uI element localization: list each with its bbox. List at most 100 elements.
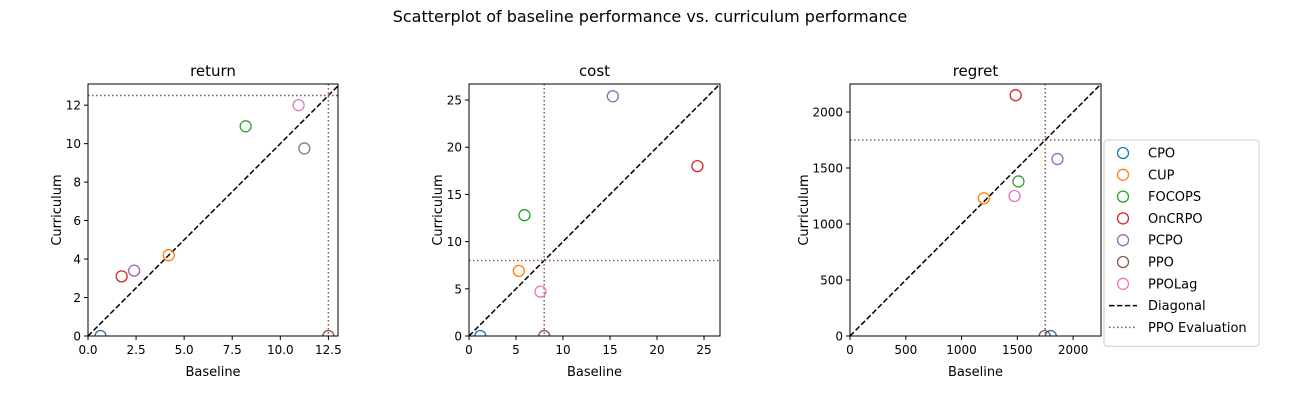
point-ppolag (1008, 189, 1021, 203)
panel-title: return (190, 62, 236, 80)
x-tick-label: 20 (649, 343, 664, 357)
legend-marker (1116, 255, 1130, 269)
legend-label: CUP (1148, 168, 1175, 183)
y-tick-label: 2000 (812, 106, 843, 120)
axes-frame (87, 83, 339, 337)
legend-entry-ppolag: PPOLag (1116, 277, 1197, 292)
legend: CPO CUP FOCOPS OnCRPO PCPO PPO PPOLag Diagonal P… (1103, 139, 1260, 347)
point-cpo (1044, 329, 1057, 336)
legend-label: CPO (1148, 147, 1175, 162)
x-axis-label: Baseline (567, 365, 622, 380)
x-tick-label: 0 (846, 343, 854, 357)
x-tick-label: 0 (465, 343, 473, 357)
x-tick-label: 12.5 (315, 343, 342, 357)
y-tick-label: 6 (73, 214, 81, 228)
axes-frame (849, 83, 1102, 337)
point-unnamed (298, 142, 311, 155)
figure-title: Scatterplot of baseline performance vs. … (393, 7, 908, 26)
legend-marker (1116, 146, 1130, 160)
x-tick-label: 5.0 (175, 343, 194, 357)
point-oncrpo (115, 270, 128, 283)
point-ppo (322, 329, 335, 336)
legend-entry-ppo: PPO (1116, 255, 1174, 271)
legend-label: Diagonal (1148, 299, 1206, 314)
y-axis-label: Curriculum (797, 174, 812, 245)
plot-area (850, 84, 1101, 336)
panel-return: return 0.0 2.5 5.0 7.5 10.0 12.5 0 2 4 6 8 10 12 Basel… (50, 62, 342, 380)
x-tick-label: 2000 (1058, 343, 1089, 357)
y-tick-label: 20 (447, 141, 462, 155)
point-focops (239, 120, 252, 133)
point-focops (518, 209, 531, 222)
y-tick-label: 0 (454, 330, 462, 344)
legend-entry-cpo: CPO (1116, 146, 1175, 162)
y-tick-label: 4 (73, 253, 81, 267)
y-tick-label: 10 (447, 235, 462, 249)
y-tick-label: 5 (454, 282, 462, 296)
point-ppo (538, 329, 551, 336)
legend-marker (1116, 168, 1130, 181)
legend-label: PPO Evaluation (1148, 321, 1247, 336)
point-focops (1012, 175, 1025, 188)
point-pcpo (1051, 152, 1064, 166)
legend-marker (1116, 190, 1130, 203)
point-oncrpo (691, 159, 704, 173)
legend-box (1103, 139, 1260, 347)
x-axis-label: Baseline (185, 365, 240, 380)
y-tick-label: 25 (447, 94, 462, 108)
x-tick-label: 1000 (946, 343, 977, 357)
point-pcpo (606, 90, 619, 103)
y-axis-label: Curriculum (431, 174, 446, 245)
point-pcpo (128, 264, 141, 277)
point-cpo (474, 329, 487, 336)
x-tick-label: 15 (602, 343, 617, 357)
y-tick-label: 10 (66, 137, 81, 151)
legend-entry-cup: CUP (1116, 168, 1175, 183)
panel-regret: regret 0 500 1000 1500 2000 0 500 1000 1500 2000 Ba… (797, 62, 1102, 380)
x-tick-label: 5 (512, 343, 520, 357)
point-cup (162, 249, 175, 262)
legend-entry-ppo-evaluation: PPO Evaluation (1109, 321, 1247, 336)
legend-label: FOCOPS (1148, 190, 1201, 205)
x-tick-label: 0.0 (78, 343, 97, 357)
plot-area (469, 84, 720, 336)
x-tick-label: 2.5 (127, 343, 146, 357)
diagonal-line (469, 84, 720, 336)
legend-label: PPO (1148, 256, 1174, 271)
panels: return 0.0 2.5 5.0 7.5 10.0 12.5 0 2 4 6 8 10 12 Basel… (50, 62, 1102, 380)
x-tick-label: 1500 (1002, 343, 1033, 357)
panel-title: cost (579, 62, 610, 80)
legend-entry-pcpo: PCPO (1116, 234, 1183, 249)
legend-marker (1116, 212, 1130, 225)
legend-entry-oncrpo: OnCRPO (1116, 212, 1203, 227)
legend-label: OnCRPO (1148, 212, 1203, 227)
legend-entry-focops: FOCOPS (1116, 190, 1201, 205)
panel-title: regret (953, 62, 999, 80)
legend-marker (1116, 234, 1130, 247)
diagonal-line (88, 84, 338, 336)
point-ppolag (534, 285, 547, 298)
y-axis-label: Curriculum (50, 174, 65, 245)
panel-cost: cost 0 5 10 15 20 25 0 5 10 15 20 25 Baseline Curricul… (431, 62, 721, 380)
x-tick-label: 500 (894, 343, 917, 357)
point-ppo (1038, 329, 1051, 336)
y-tick-label: 15 (447, 188, 462, 202)
point-oncrpo (1009, 89, 1022, 102)
legend-entry-diagonal: Diagonal (1109, 299, 1206, 314)
point-cup (977, 192, 991, 205)
x-tick-label: 25 (696, 343, 711, 357)
y-tick-label: 1000 (812, 218, 843, 232)
legend-label: PCPO (1148, 234, 1183, 249)
x-tick-label: 7.5 (223, 343, 242, 357)
point-ppolag (292, 99, 305, 112)
x-tick-label: 10.0 (267, 343, 294, 357)
y-tick-label: 0 (835, 330, 843, 344)
x-tick-label: 10 (555, 343, 570, 357)
plot-area (88, 84, 338, 336)
y-tick-label: 8 (73, 176, 81, 190)
x-axis-label: Baseline (948, 365, 1003, 380)
y-tick-label: 500 (820, 274, 843, 288)
point-cup (512, 264, 525, 278)
legend-label: PPOLag (1148, 277, 1197, 292)
